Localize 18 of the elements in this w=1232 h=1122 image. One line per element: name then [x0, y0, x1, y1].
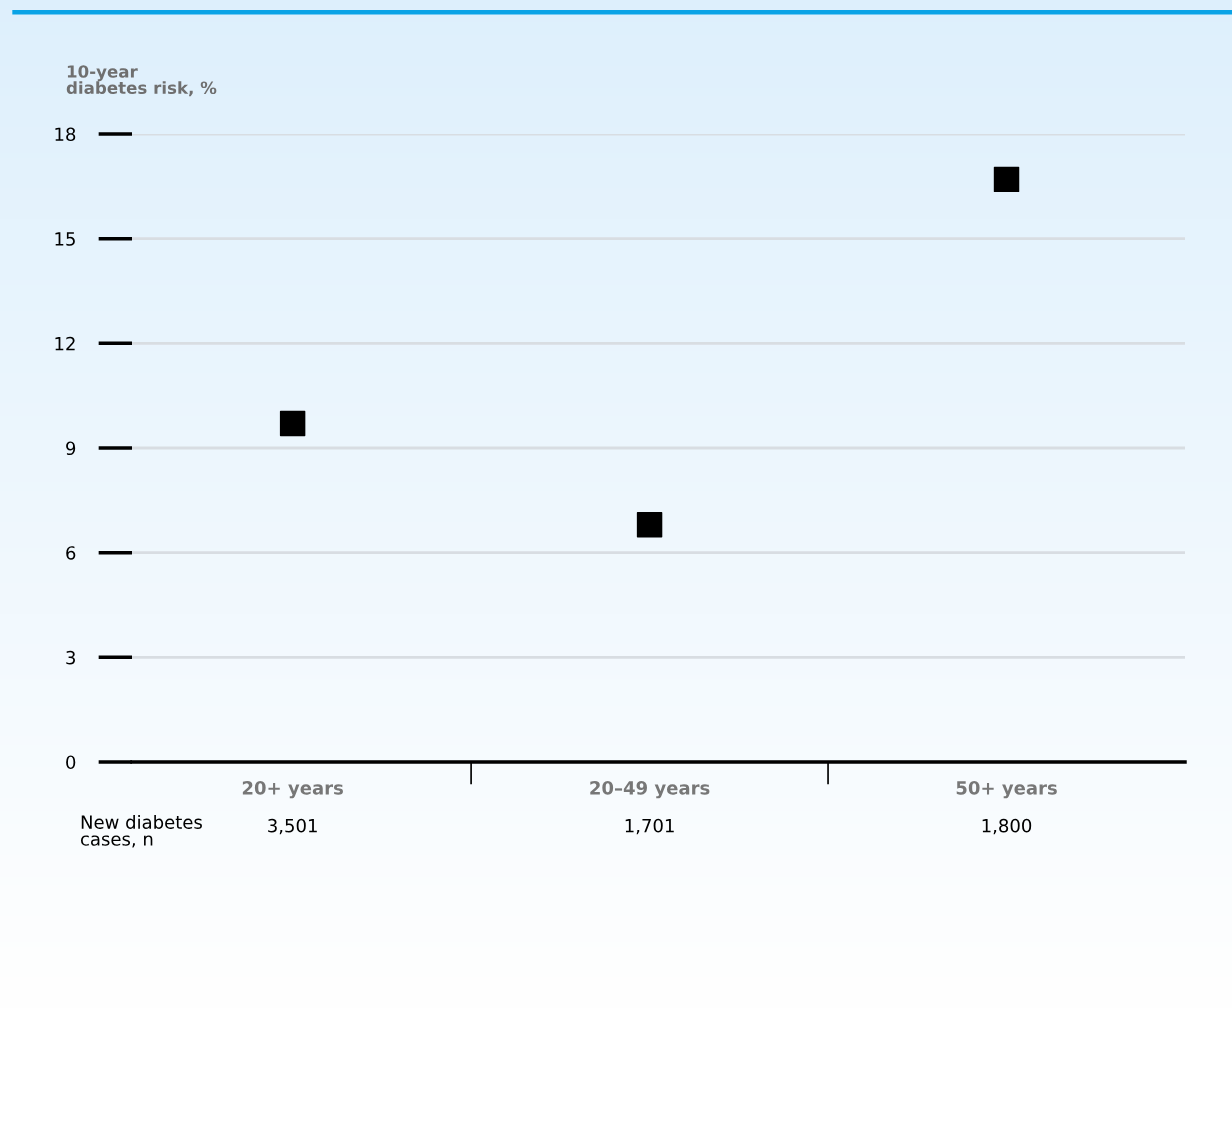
y-tick-label: 15 — [55, 232, 75, 246]
point — [636, 512, 663, 538]
y-tick-label: 6 — [66, 546, 76, 560]
x-tick-label: 20+ years — [242, 781, 343, 799]
y-tick-label: 18 — [55, 127, 76, 142]
y-tick-label: 12 — [55, 336, 75, 351]
point — [993, 166, 1020, 193]
y-axis-title: 10-year diabetes risk, % — [66, 65, 217, 97]
y-tick-label: 0 — [66, 755, 76, 770]
point — [279, 410, 306, 437]
text: 3,501 — [268, 818, 317, 835]
y-tick-label: 9 — [66, 441, 76, 456]
text: 1,800 — [982, 818, 1032, 835]
text: New diabetes cases, n — [81, 815, 202, 848]
text: 1,701 — [625, 818, 674, 835]
y-tick-label: 3 — [66, 650, 75, 665]
x-tick-label: 20–49 years — [590, 781, 710, 799]
x-tick-label: 50+ years — [956, 781, 1057, 799]
